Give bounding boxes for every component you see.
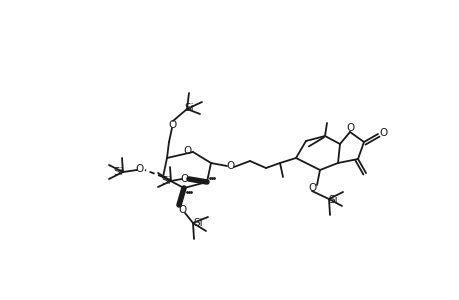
- Text: O: O: [184, 146, 192, 156]
- Text: Si: Si: [193, 218, 202, 228]
- Text: O: O: [179, 205, 187, 215]
- Text: O: O: [135, 164, 144, 174]
- Text: O: O: [346, 123, 354, 133]
- Text: Si: Si: [327, 195, 337, 205]
- Text: O: O: [168, 120, 177, 130]
- Text: O: O: [308, 183, 316, 193]
- Text: O: O: [226, 161, 235, 171]
- Text: O: O: [379, 128, 387, 138]
- Text: Si: Si: [161, 176, 170, 186]
- Text: O: O: [180, 174, 189, 184]
- Text: Si: Si: [113, 167, 123, 177]
- Text: Si: Si: [184, 103, 193, 113]
